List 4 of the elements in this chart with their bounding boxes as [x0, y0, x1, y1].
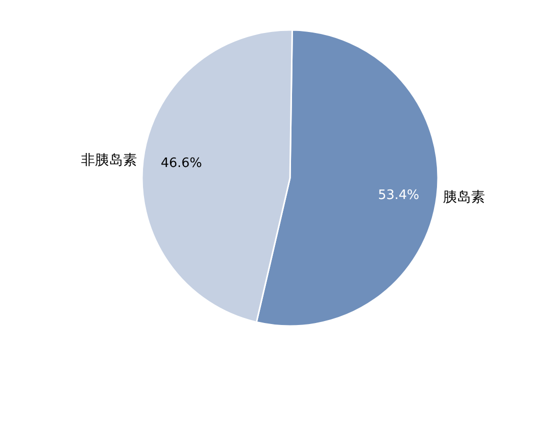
data-label: 53.4% — [378, 188, 420, 203]
data-label: 46.6% — [160, 156, 202, 172]
slice-label: 胰岛素 — [442, 190, 485, 206]
slice-label: 非胰岛素 — [81, 152, 138, 168]
